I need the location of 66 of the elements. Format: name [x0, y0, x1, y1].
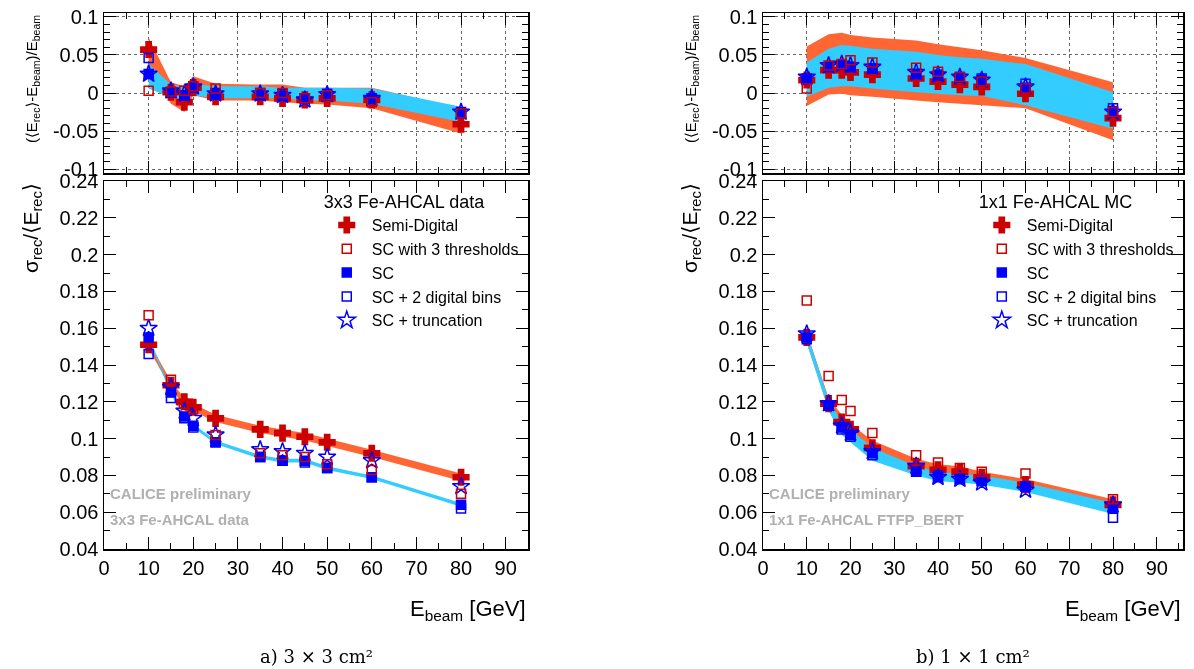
- y-tick-label: 0.05: [59, 43, 99, 66]
- y-tick-label: 0.18: [718, 280, 758, 303]
- y-tick-label: 0.12: [59, 390, 99, 413]
- legend-title: 1x1 Fe-AHCAL MC: [978, 192, 1133, 213]
- legend-title: 3x3 Fe-AHCAL data: [323, 192, 486, 213]
- x-tick-label: 80: [1101, 556, 1125, 579]
- legend-label: SC: [371, 264, 394, 282]
- legend-label: SC with 3 thresholds: [371, 241, 519, 259]
- y-tick-label: 0.18: [59, 280, 99, 303]
- x-tick-label: 70: [405, 556, 428, 579]
- x-tick-label: 50: [316, 556, 339, 579]
- y-tick-label: 0.05: [718, 43, 758, 66]
- y-tick-label: 0.1: [729, 5, 758, 28]
- legend-label: SC + 2 digital bins: [1026, 288, 1157, 306]
- y-tick-label: 0.14: [59, 354, 99, 376]
- x-tick-label: 80: [449, 556, 473, 579]
- annotation: 3x3 Fe-AHCAL data: [110, 511, 250, 528]
- legend-label: SC + truncation: [1026, 312, 1138, 330]
- x-tick-label: 30: [883, 556, 906, 579]
- y-tick-label: 0.2: [70, 243, 99, 266]
- y-tick-label: 0.1: [70, 5, 99, 28]
- y-tick-label: 0.16: [718, 317, 758, 340]
- x-tick-label: 60: [360, 556, 383, 579]
- y-tick-label: 0.06: [718, 501, 758, 524]
- x-tick-label: 90: [1145, 556, 1168, 579]
- y-tick-label: 0.08: [59, 464, 99, 487]
- y-tick-label: 0.08: [718, 464, 758, 487]
- y-tick-label: 0.22: [59, 206, 99, 229]
- x-axis-title: E$_{beam}$ [GeV]: [410, 596, 526, 624]
- y-tick-label: -0.05: [711, 120, 758, 143]
- y-tick-label: 0.04: [718, 538, 758, 560]
- y-tick-label: 0.2: [729, 243, 758, 266]
- annotation: 1x1 Fe-AHCAL FTFP_BERT: [769, 511, 964, 528]
- text: a) 3 × 3 cm²: [260, 646, 373, 667]
- legend-label: Semi-Digital: [1026, 217, 1114, 235]
- x-tick-label: 10: [795, 556, 818, 579]
- legend-label: SC + 2 digital bins: [371, 288, 502, 306]
- y-tick-label: 0: [746, 82, 758, 104]
- y-tick-label: 0.12: [718, 390, 758, 413]
- y-tick-label: 0.04: [59, 538, 99, 560]
- y-tick-label: 0.1: [729, 427, 758, 450]
- y-tick-label: 0.1: [70, 427, 99, 450]
- y-tick-label: 0.06: [59, 501, 99, 524]
- x-tick-label: 30: [226, 556, 250, 579]
- x-tick-label: 10: [137, 556, 160, 579]
- annotation: CALICE preliminary: [110, 485, 252, 502]
- text: b) 1 × 1 cm²: [916, 646, 1030, 667]
- y-tick-label: 0: [87, 82, 99, 104]
- y-tick-label: -0.05: [52, 120, 99, 143]
- x-axis-title: E$_{beam}$ [GeV]: [1065, 596, 1181, 624]
- x-tick-label: 40: [926, 556, 950, 579]
- x-tick-label: 50: [970, 556, 993, 579]
- x-tick-label: 90: [494, 556, 517, 579]
- x-tick-label: 40: [271, 556, 294, 579]
- legend-label: Semi-Digital: [371, 217, 459, 235]
- y-tick-label: 0.22: [718, 206, 758, 229]
- x-tick-label: 20: [839, 556, 862, 579]
- legend-label: SC: [1026, 264, 1050, 282]
- legend-label: SC with 3 thresholds: [1026, 241, 1174, 259]
- legend-label: SC + truncation: [371, 312, 483, 330]
- annotation: CALICE preliminary: [769, 485, 911, 502]
- x-tick-label: 20: [182, 556, 205, 579]
- x-tick-label: 60: [1014, 556, 1037, 579]
- y-tick-label: 0.14: [718, 354, 758, 376]
- y-tick-label: 0.16: [59, 317, 99, 340]
- x-tick-label: 70: [1058, 556, 1081, 579]
